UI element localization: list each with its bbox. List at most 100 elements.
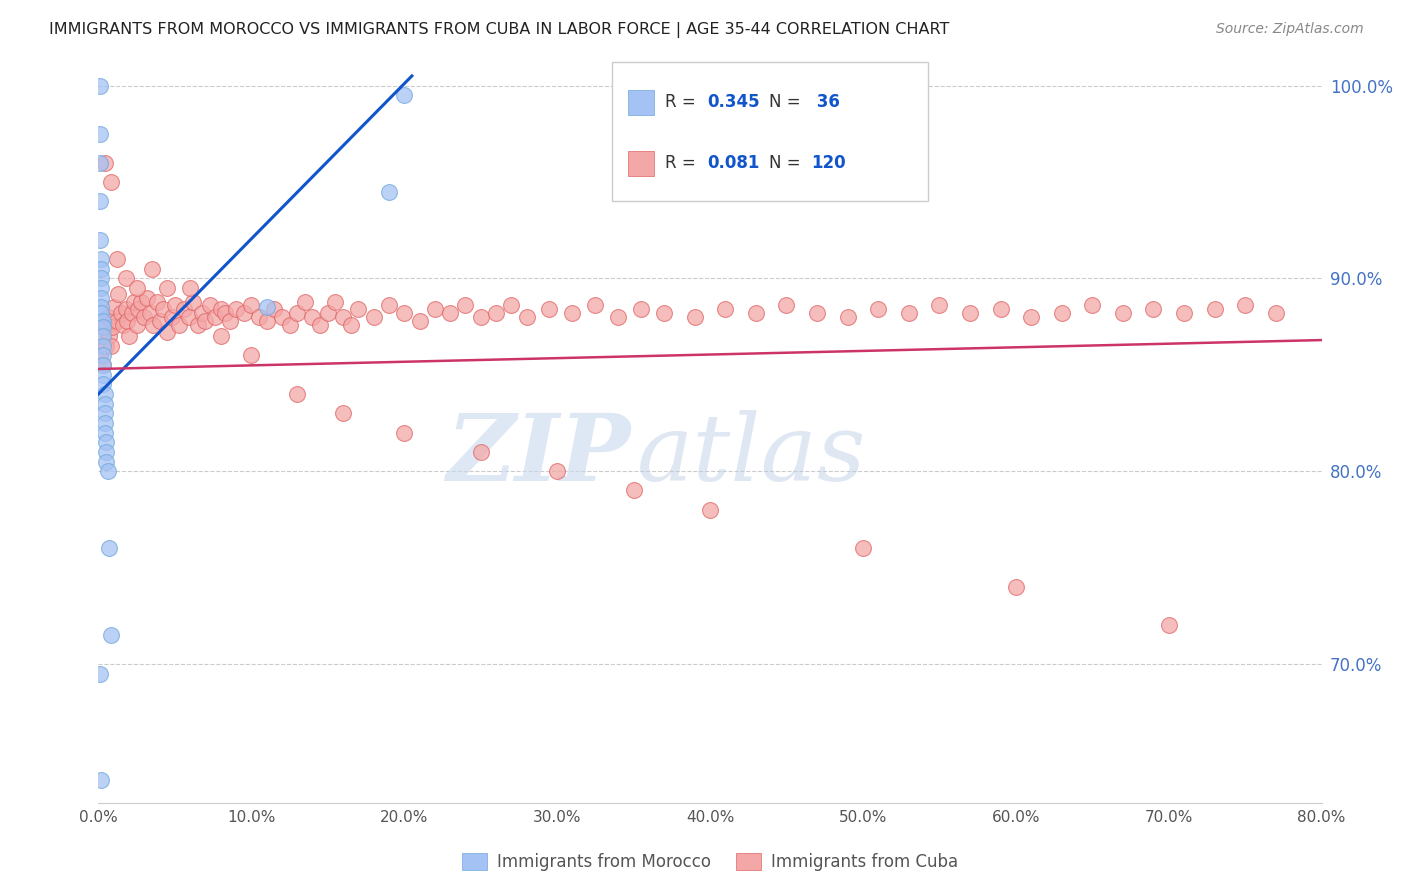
Text: R =: R = [665,94,702,112]
Point [285,387,308,401]
Point [156,281,179,295]
Point [90,281,112,295]
Point [219,314,242,328]
Point [1004,580,1026,594]
Point [209,302,232,317]
Text: N =: N = [769,154,806,172]
Point [470,310,492,324]
Point [1019,310,1042,324]
Point [93,416,115,430]
Point [89,155,111,169]
Point [111,318,134,332]
Point [270,310,292,324]
Point [91,339,114,353]
Point [240,298,263,312]
Point [156,326,179,340]
Point [990,302,1012,317]
Point [101,319,124,334]
Point [423,302,446,317]
Point [179,281,201,295]
Point [93,425,115,440]
Point [90,329,112,343]
Point [897,306,920,320]
Point [90,252,112,266]
Point [806,306,828,320]
Point [89,349,111,363]
Point [652,306,675,320]
Point [90,772,112,787]
Point [93,387,115,401]
Point [169,318,191,332]
Text: 0.081: 0.081 [707,154,759,172]
Point [325,294,347,309]
Point [122,294,145,309]
Point [538,302,561,317]
Point [837,310,859,324]
Point [125,281,148,295]
Point [129,294,152,309]
Point [339,318,361,332]
Point [91,358,114,372]
Point [136,291,159,305]
Point [91,319,114,334]
Point [125,318,148,332]
Point [745,306,768,320]
Point [198,298,221,312]
Point [1050,306,1073,320]
Point [91,368,114,382]
Point [93,155,115,169]
Point [959,306,981,320]
Point [347,302,370,317]
Point [378,185,401,199]
Point [149,314,172,328]
Point [868,302,890,317]
Text: 0.345: 0.345 [707,94,759,112]
Point [89,78,111,93]
Point [89,127,111,141]
Point [142,318,165,332]
Point [408,314,430,328]
Point [485,306,508,320]
Point [94,454,117,468]
Point [247,310,270,324]
Point [121,306,143,320]
Point [501,298,523,312]
Point [583,298,606,312]
Point [1081,298,1104,312]
Point [309,318,332,332]
Point [91,377,114,392]
Point [89,233,111,247]
Point [93,397,115,411]
Point [89,194,111,209]
Point [454,298,477,312]
Point [294,294,316,309]
Point [89,666,111,681]
Point [256,314,278,328]
Point [714,302,737,317]
Point [100,339,122,353]
Point [98,541,121,556]
Point [110,306,132,320]
Point [225,302,247,317]
Point [285,306,308,320]
Point [94,339,117,353]
Point [145,294,167,309]
Point [105,314,128,328]
Point [91,329,114,343]
Point [263,302,285,317]
Point [134,310,156,324]
Point [100,628,122,642]
Point [91,314,114,328]
Point [392,306,416,320]
Point [160,310,183,324]
Point [240,349,263,363]
Point [93,406,115,420]
Point [439,306,461,320]
Text: N =: N = [769,94,806,112]
Point [232,306,254,320]
Point [191,306,214,320]
Text: R =: R = [665,154,702,172]
Text: IMMIGRANTS FROM MOROCCO VS IMMIGRANTS FROM CUBA IN LABOR FORCE | AGE 35-44 CORRE: IMMIGRANTS FROM MOROCCO VS IMMIGRANTS FR… [49,22,949,38]
Point [90,271,112,285]
Point [93,319,115,334]
